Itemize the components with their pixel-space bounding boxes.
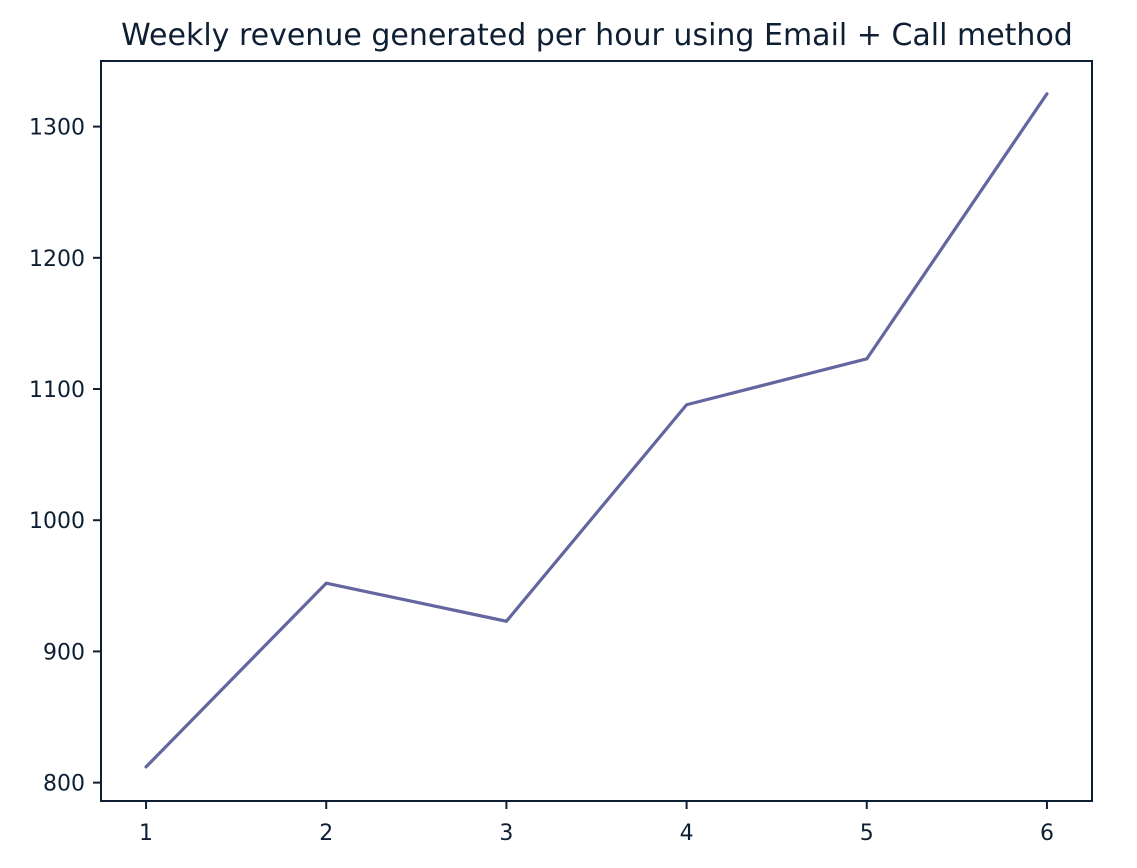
- x-tick-label: 2: [319, 821, 333, 846]
- x-tick-label: 1: [139, 821, 153, 846]
- y-tick-label: 1000: [29, 509, 85, 534]
- y-tick-label: 1200: [29, 247, 85, 272]
- x-tick-label: 5: [860, 821, 874, 846]
- revenue-series-line: [144, 92, 1049, 769]
- x-tick-label: 4: [680, 821, 694, 846]
- series-layer: [144, 92, 1049, 769]
- plot-area-frame: [100, 60, 1093, 802]
- y-tick-label: 1100: [29, 378, 85, 403]
- y-tick-label: 800: [43, 772, 85, 797]
- x-tick-label: 3: [499, 821, 513, 846]
- y-axis: 800 900 1000 1100 1200 1300: [29, 116, 101, 797]
- y-tick-label: 1300: [29, 116, 85, 141]
- x-tick-label: 6: [1040, 821, 1054, 846]
- y-tick-label: 900: [43, 640, 85, 665]
- chart-title: Weekly revenue generated per hour using …: [121, 18, 1073, 53]
- x-axis: 1 2 3 4 5 6: [139, 801, 1054, 846]
